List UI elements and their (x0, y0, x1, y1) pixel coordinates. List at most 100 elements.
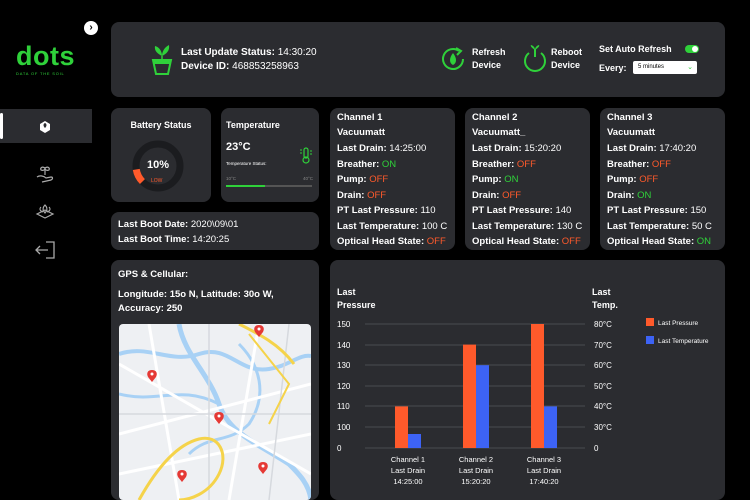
reboot-device-button[interactable]: Reboot Device (521, 42, 593, 78)
channel-row-label: PT Last Pressure: (472, 205, 553, 216)
category-label: 15:20:20 (461, 477, 490, 486)
channel-row-label: Last Drain: (607, 143, 657, 154)
channel-row-value: OFF (426, 236, 446, 247)
refresh-device-button[interactable]: Refresh Device (439, 42, 511, 78)
channel-row-value: 100 C (421, 220, 448, 232)
map-pin-icon[interactable] (254, 325, 264, 337)
channel-row-label: PT Last Pressure: (607, 205, 688, 216)
logout-icon[interactable] (34, 240, 56, 260)
temperature-value: 23°C (226, 141, 251, 153)
boot-date-value: 2020\09\01 (190, 219, 239, 230)
channel-card-3: Channel 3 Vacuumatt Last Drain: 17:40:20 Br… (600, 108, 725, 250)
last-update-value: 14:30:20 (277, 47, 317, 58)
left-tick-label: 140 (337, 341, 351, 350)
channel-row-value: OFF (639, 174, 659, 185)
channel-row: Drain: OFF (472, 190, 521, 201)
pressure-bar (463, 344, 476, 448)
channel-row: PT Last Pressure: 150 (607, 205, 706, 216)
chevron-down-icon: ⌄ (687, 64, 693, 71)
battery-gauge (132, 140, 184, 192)
right-tick-label: 30°C (594, 423, 612, 432)
map[interactable] (119, 324, 311, 500)
channel-row-value: 14:25:00 (389, 143, 427, 154)
temperature-bar (544, 406, 557, 448)
channel-row-value: OFF (561, 236, 581, 247)
logo-tagline: DATA OF THE SOIL (16, 71, 65, 76)
sidebar: › dots DATA OF THE SOIL (0, 0, 98, 500)
temperature-status-label: Temperature Status: (226, 161, 267, 166)
soil-plant-icon[interactable] (34, 202, 56, 222)
left-tick-label: 130 (337, 361, 351, 370)
legend-swatch (646, 318, 654, 326)
channel-row: Last Drain: 17:40:20 (607, 143, 696, 154)
auto-refresh-toggle[interactable] (685, 45, 699, 53)
battery-percent: 10% (146, 159, 170, 171)
left-tick-label: 120 (337, 382, 351, 391)
plant-hand-icon[interactable] (34, 164, 56, 184)
map-pin-icon[interactable] (258, 462, 268, 474)
channel-row-value: 17:40:20 (659, 143, 697, 154)
channel-row-label: Optical Head State: (607, 236, 695, 247)
channel-row: Drain: ON (607, 190, 651, 201)
channel-row: Pump: OFF (607, 174, 658, 185)
map-pin-icon[interactable] (147, 370, 157, 382)
potted-plant-icon (151, 45, 173, 75)
channel-row-value: 130 C (556, 220, 583, 232)
map-pin-icon[interactable] (214, 412, 224, 424)
channel-row: PT Last Pressure: 110 (337, 205, 436, 216)
legend-label: Last Pressure (658, 320, 698, 327)
channel-row-value: 140 (555, 205, 572, 216)
temperature-bar (226, 185, 312, 187)
map-pin-icon[interactable] (177, 470, 187, 482)
plant-box-icon (40, 121, 50, 133)
channel-row-label: Breather: (472, 158, 515, 170)
logo-text: dots (16, 41, 75, 71)
channel-row-value: ON (696, 236, 711, 247)
right-tick-label: 50°C (594, 382, 612, 391)
temperature-max-label: 40°C (302, 176, 313, 181)
temperature-card: Temperature 23°C Temperature Status: 10°… (221, 108, 319, 202)
left-tick-label: 100 (337, 423, 351, 432)
battery-level-label: LOW (151, 178, 163, 184)
device-id-value: 468853258963 (232, 61, 299, 72)
right-tick-label: 70°C (594, 341, 612, 350)
boot-time-label: Last Boot Time: (118, 234, 190, 245)
channel-row: Breather: ON (337, 159, 396, 170)
channel-row-label: Pump: (337, 174, 367, 185)
power-plant-icon (524, 45, 546, 72)
channel-row-value: 50 C (691, 220, 712, 232)
channel-row-label: Drain: (337, 189, 365, 201)
channel-title: Channel 1 (337, 112, 383, 123)
pressure-bar (395, 406, 408, 448)
toggle-knob (692, 46, 698, 52)
channel-card-2: Channel 2 Vacuumatt_ Last Drain: 15:20:20 B… (465, 108, 590, 250)
nav-item-dashboard[interactable] (0, 109, 92, 143)
left-axis-label-1: Last (337, 287, 356, 297)
collapse-button[interactable]: › (84, 21, 98, 35)
header-card: Last Update Status: 14:30:20 Device ID: … (111, 22, 725, 97)
last-update-label: Last Update Status: (181, 47, 275, 58)
category-label: Channel 3 (527, 455, 561, 464)
category-label: 17:40:20 (529, 477, 558, 486)
category-label: Channel 2 (459, 455, 493, 464)
battery-card: Battery Status 10% LOW (111, 108, 211, 202)
refresh-label-2: Device (472, 60, 502, 70)
right-axis-label-2: Temp. (592, 300, 618, 310)
channel-type: Vacuumatt (337, 127, 386, 138)
channel-row-label: Pump: (472, 174, 502, 185)
channel-row-value: OFF (516, 158, 536, 170)
channel-row-label: Optical Head State: (337, 236, 425, 247)
channel-row-label: Last Temperature: (472, 220, 555, 232)
interval-select[interactable]: 5 minutes ⌄ (633, 61, 697, 74)
channel-row-value: ON (504, 174, 519, 185)
pressure-temperature-chart: Last Pressure Last Temp. 150 80°C 140 70°C 1… (337, 287, 709, 486)
channel-row: Optical Head State: ON (607, 236, 711, 247)
boot-date-label: Last Boot Date: (118, 219, 189, 230)
channel-row: Last Temperature: 50 C (607, 221, 712, 232)
thermometer-icon (300, 147, 312, 164)
channel-card-1: Channel 1 Vacuumatt Last Drain: 14:25:00 Br… (330, 108, 455, 250)
battery-title: Battery Status (130, 120, 192, 130)
channel-row: PT Last Pressure: 140 (472, 205, 571, 216)
gps-line-1: Longitude: 15o N, Latitude: 30o W, (118, 289, 274, 300)
left-axis-label-2: Pressure (337, 300, 376, 310)
